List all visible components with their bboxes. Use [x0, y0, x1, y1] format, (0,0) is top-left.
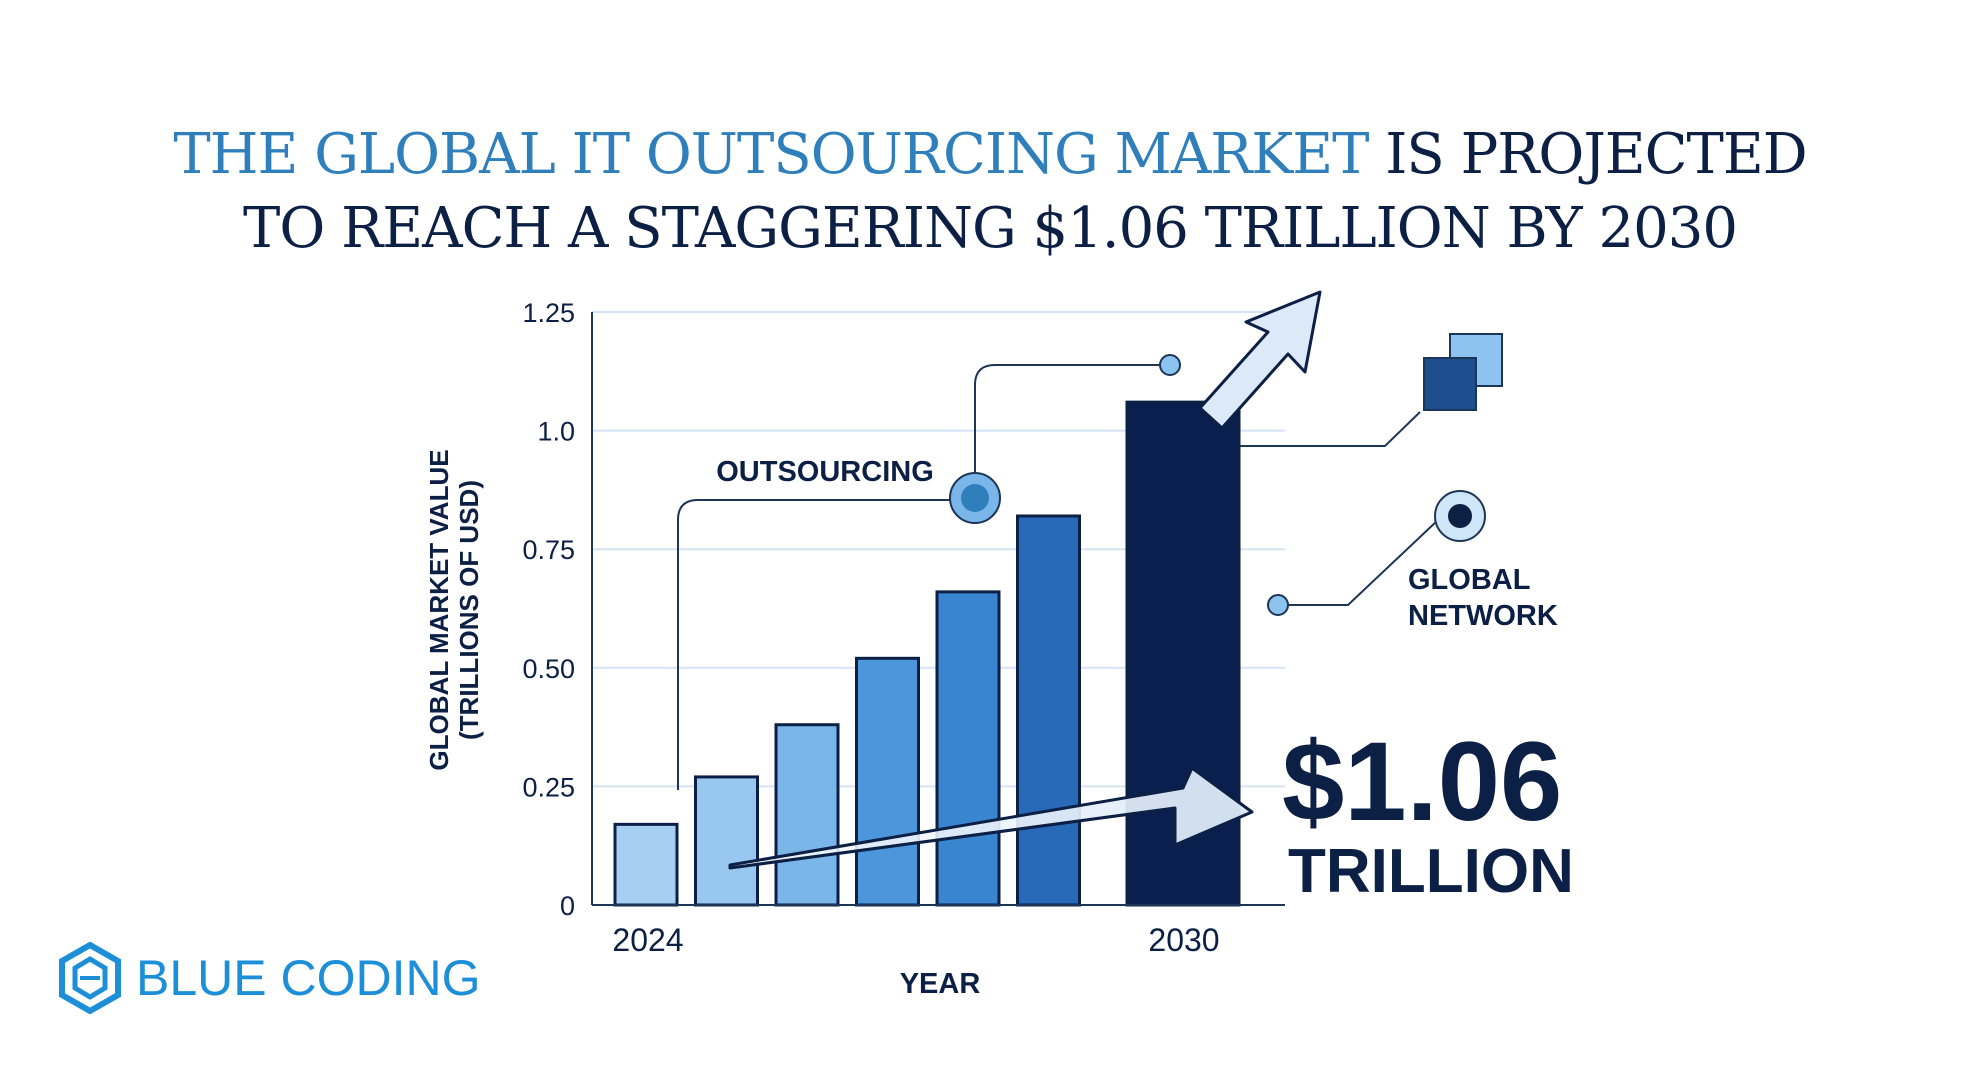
target-node-icon	[949, 472, 1001, 524]
connector-outsourcing-top	[974, 364, 1160, 480]
y-axis-label-line-2: (TRILLIONS OF USD)	[454, 480, 484, 740]
y-tick-label: 1.25	[522, 298, 575, 328]
decor-connectors	[677, 364, 1439, 790]
title-line-1: THE GLOBAL IT OUTSOURCING MARKET IS PROJ…	[0, 118, 1980, 192]
node-dot-top	[1159, 354, 1181, 376]
brand-logo: BLUE CODING	[58, 942, 481, 1014]
page-title: THE GLOBAL IT OUTSOURCING MARKET IS PROJ…	[0, 118, 1980, 266]
bar-4	[855, 656, 920, 907]
bar-2	[694, 775, 759, 907]
x-tick-label: 2030	[1148, 922, 1219, 958]
hexagon-logo-icon	[59, 942, 121, 1014]
y-tick-label: 0.50	[522, 654, 575, 684]
title-accent: THE GLOBAL IT OUTSOURCING MARKET	[173, 122, 1369, 187]
y-axis-label-line-1: GLOBAL MARKET VALUE	[424, 449, 454, 770]
y-tick-label: 0.25	[522, 772, 575, 802]
brand-name: BLUE CODING	[136, 950, 481, 1006]
y-axis-label: GLOBAL MARKET VALUE (TRILLIONS OF USD)	[424, 449, 484, 770]
y-tick-label: 0.75	[522, 535, 575, 565]
y-tick-label: 1.0	[537, 417, 575, 447]
bar-6	[1016, 514, 1081, 907]
network-node-icon	[1434, 490, 1486, 542]
connector-squares	[1230, 411, 1421, 447]
stacked-squares-icon	[1423, 333, 1503, 411]
big-unit: TRILLION	[1288, 837, 1574, 906]
big-value: $1.06	[1282, 719, 1562, 844]
title-line-2: TO REACH A STAGGERING $1.06 TRILLION BY …	[243, 196, 1738, 261]
bar-3	[774, 723, 840, 907]
outsourcing-callout: OUTSOURCING	[716, 456, 934, 488]
connector-network	[1288, 519, 1439, 606]
growth-arrow-icon	[728, 766, 1254, 870]
x-tick-labels: 2024 2030	[612, 922, 1219, 958]
bar-1	[613, 822, 679, 907]
y-tick-label: 0	[560, 891, 575, 921]
connector-outsourcing-left	[677, 499, 955, 790]
global-network-line-1: GLOBAL	[1408, 564, 1530, 596]
bar-5	[935, 590, 1001, 907]
x-axis-label: YEAR	[900, 968, 981, 1000]
node-dot-network	[1267, 594, 1289, 616]
x-tick-label: 2024	[612, 922, 683, 958]
global-network-line-2: NETWORK	[1408, 600, 1558, 632]
up-arrow-icon	[1198, 290, 1322, 430]
title-rest: IS PROJECTED	[1368, 122, 1807, 187]
y-tick-labels: 0 0.25 0.50 0.75 1.0 1.25	[522, 298, 575, 921]
